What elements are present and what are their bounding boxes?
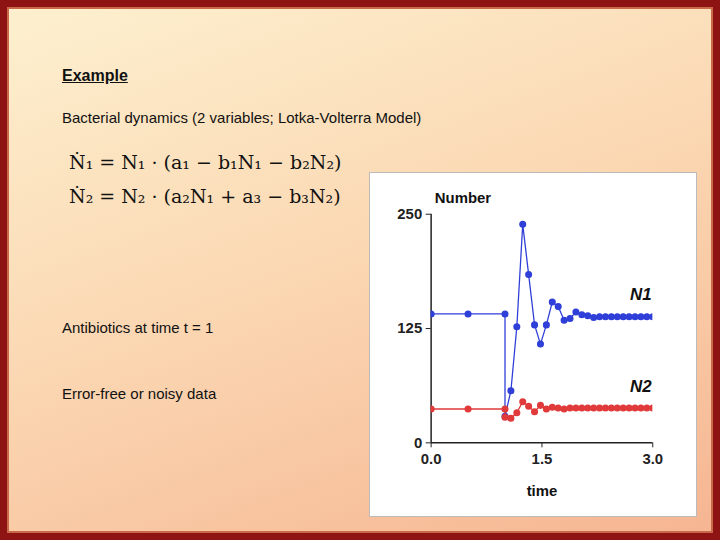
html-text:Bacterial dynamics (2 variable: Bacterial dynamics (2 variables; Lotka-V…	[62, 109, 422, 126]
svg-text:time: time	[527, 483, 558, 499]
svg-text:0: 0	[414, 435, 422, 451]
svg-text:N1: N1	[630, 285, 652, 304]
svg-text:0.0: 0.0	[421, 451, 442, 467]
svg-text:250: 250	[397, 206, 422, 222]
html-text:Ṅ₁ = N₁ · (a₁ − b₁N₁ − b₂N₂): Ṅ₁ = N₁ · (a₁ − b₁N₁ − b₂N₂)	[69, 151, 342, 173]
html-text:Antibiotics at time t = 1: Antibiotics at time t = 1	[62, 319, 214, 336]
svg-text:1.5: 1.5	[532, 451, 553, 467]
html-text:Error-free or noisy data: Error-free or noisy data	[62, 385, 217, 402]
svg-text:N2: N2	[630, 377, 652, 396]
svg-text:125: 125	[397, 320, 422, 336]
svg-text:Number: Number	[435, 190, 491, 206]
html-text:Ṅ₂ = N₂ · (a₂N₁ + a₃ − b₃N₂): Ṅ₂ = N₂ · (a₂N₁ + a₃ − b₃N₂)	[69, 185, 341, 207]
svg-text:3.0: 3.0	[642, 451, 663, 467]
html-text:Example: Example	[62, 67, 128, 84]
